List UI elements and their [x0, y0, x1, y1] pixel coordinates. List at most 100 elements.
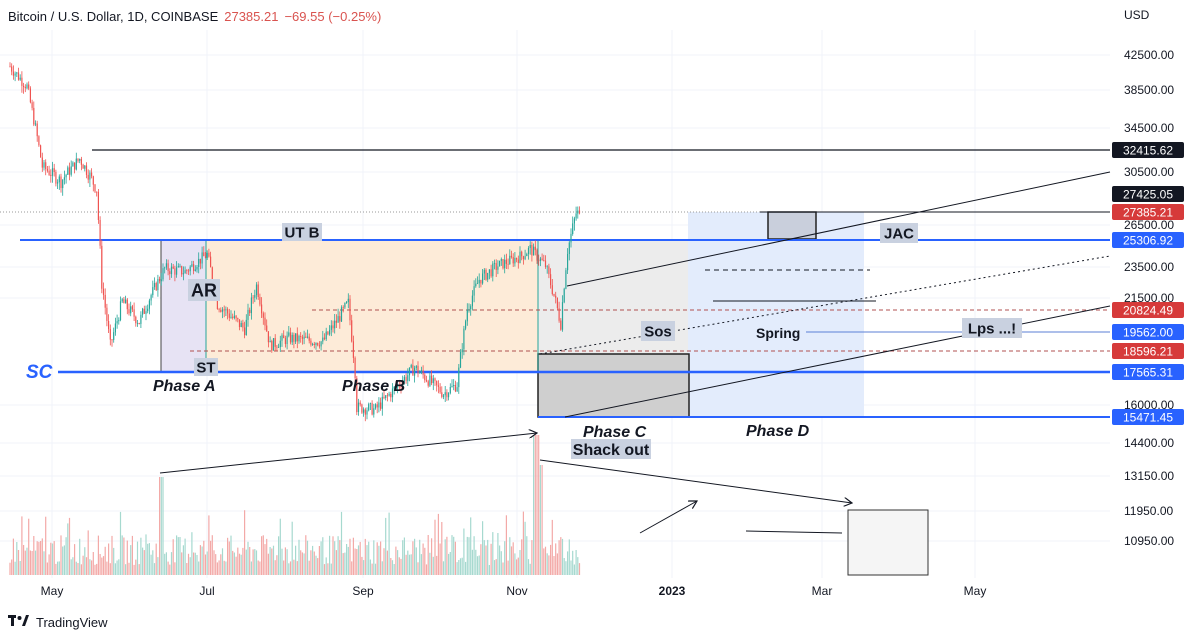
- volume-bar: [257, 560, 259, 575]
- volume-bar: [422, 543, 424, 575]
- volume-bar: [346, 544, 348, 575]
- volume-bar: [46, 562, 48, 575]
- candle-body: [240, 323, 242, 327]
- candle-body: [555, 295, 557, 298]
- candle-body: [125, 299, 127, 304]
- candle-body: [62, 179, 64, 189]
- annot-phase-c: Phase C: [583, 424, 647, 441]
- volume-bar: [558, 540, 560, 575]
- candle-body: [19, 77, 21, 80]
- candle-body: [193, 264, 195, 271]
- volume-bar: [529, 563, 531, 575]
- volume-bar: [427, 535, 429, 575]
- volume-bar: [356, 549, 358, 575]
- volume-bar: [38, 541, 40, 575]
- volume-bar: [116, 560, 118, 575]
- candle-body: [51, 168, 54, 176]
- candle-body: [391, 388, 394, 398]
- volume-bar: [249, 547, 251, 575]
- candle-body: [397, 384, 399, 388]
- candle-body: [500, 259, 502, 261]
- candle-body: [422, 370, 424, 375]
- candle-body: [332, 325, 334, 329]
- candle-body: [429, 375, 431, 386]
- upper-channel-line: [566, 171, 1111, 287]
- candle-body: [201, 252, 203, 264]
- candle-body: [478, 279, 480, 284]
- candle-body: [415, 365, 417, 368]
- volume-bar: [420, 554, 422, 575]
- candle-body: [221, 309, 224, 312]
- candle-body: [419, 372, 421, 374]
- volume-bar: [431, 538, 433, 575]
- candle-body: [383, 396, 385, 399]
- volume-bar: [223, 560, 225, 575]
- candle-body: [439, 386, 441, 393]
- volume-bar: [454, 541, 456, 575]
- candle-body: [271, 341, 273, 351]
- candle-body: [359, 402, 361, 405]
- volume-bar: [308, 560, 310, 575]
- volume-bar: [475, 549, 477, 575]
- candle-body: [492, 263, 494, 277]
- mid-channel-dotted: [539, 255, 1111, 355]
- price-label-bg: [1112, 343, 1184, 359]
- volume-bar: [388, 512, 390, 575]
- candle-body: [432, 378, 434, 384]
- volume-bar: [329, 535, 331, 575]
- candle-body: [337, 316, 339, 323]
- price-label: 25306.92: [1123, 234, 1173, 248]
- volume-bar: [334, 541, 336, 575]
- candle-body: [568, 242, 570, 254]
- volume-bar: [561, 538, 564, 575]
- volume-bar: [186, 563, 188, 575]
- candle-body: [344, 303, 346, 308]
- volume-bar: [327, 563, 329, 575]
- volume-bar: [227, 537, 229, 575]
- price-label-bg: [1112, 364, 1184, 380]
- volume-bar: [143, 550, 145, 575]
- volume-bar: [470, 517, 472, 575]
- candle-body: [499, 260, 501, 267]
- x-tick-label: 2023: [659, 584, 686, 598]
- volume-bar: [131, 535, 133, 575]
- price-change: −69.55 (−0.25%): [284, 9, 382, 24]
- y-tick-label: 10950.00: [1124, 534, 1174, 548]
- volume-bar: [242, 547, 244, 575]
- candle-body: [75, 158, 77, 170]
- candle-body: [228, 313, 230, 318]
- candle-body: [526, 254, 528, 257]
- candle-body: [577, 210, 579, 214]
- candle-body: [398, 384, 400, 387]
- candle-body: [570, 233, 572, 243]
- candle-body: [187, 270, 190, 272]
- volume-bar: [342, 553, 344, 575]
- candle-body: [111, 339, 113, 341]
- candle-body: [218, 309, 220, 310]
- candle-body: [567, 254, 569, 271]
- volume-bar: [12, 538, 14, 575]
- candle-body: [184, 270, 186, 274]
- volume-bar: [555, 543, 557, 575]
- volume-bar: [410, 554, 412, 575]
- volume-bar: [466, 536, 468, 575]
- volume-bar: [184, 538, 186, 575]
- candle-body: [160, 279, 162, 282]
- volume-arrow-right: [539, 459, 852, 503]
- candle-body: [216, 294, 218, 309]
- candle-body: [381, 396, 383, 409]
- candle-body: [485, 269, 487, 280]
- candle-body: [301, 336, 303, 339]
- candle-body: [249, 309, 251, 314]
- volume-bar: [514, 553, 516, 575]
- currency-label: USD: [1124, 8, 1150, 22]
- candle-body: [296, 333, 298, 342]
- candle-body: [102, 288, 105, 295]
- volume-bar: [142, 547, 144, 575]
- volume-bar: [206, 551, 208, 575]
- volume-bar: [153, 563, 156, 575]
- volume-bar: [303, 553, 305, 575]
- volume-bar: [40, 541, 42, 575]
- candle-body: [276, 346, 278, 348]
